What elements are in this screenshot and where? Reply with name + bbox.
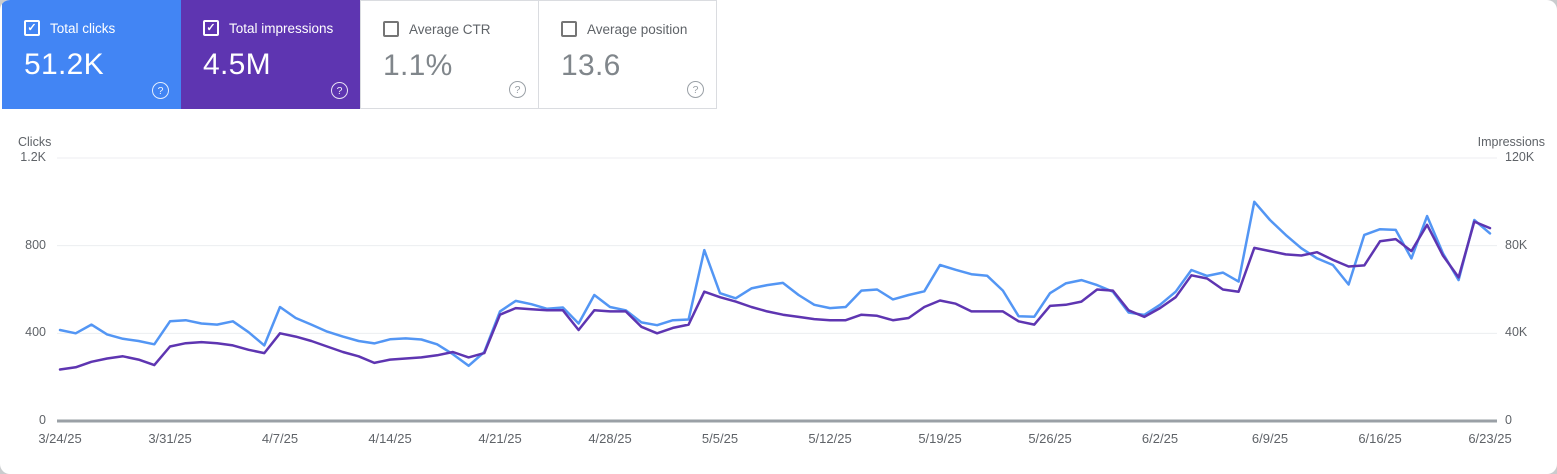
- metric-card-header: Average position: [561, 21, 702, 37]
- x-axis-date-label: 6/9/25: [1251, 431, 1289, 446]
- left-axis-title: Clicks: [18, 135, 52, 149]
- checkbox-unchecked-icon[interactable]: [561, 21, 577, 37]
- metric-card-label: Total clicks: [50, 20, 116, 36]
- left-axis-tick-label: 800: [25, 237, 46, 252]
- clicks-line: [58, 200, 1492, 368]
- metric-card-total-clicks[interactable]: ✓ Total clicks 51.2K?: [2, 0, 181, 109]
- x-axis-date-label: 6/2/25: [1141, 431, 1179, 446]
- right-axis-tick-label: 120K: [1505, 150, 1535, 164]
- metric-card-average-ctr[interactable]: Average CTR 1.1%?: [360, 0, 539, 109]
- help-icon[interactable]: ?: [509, 81, 526, 98]
- x-axis-date-label: 4/7/25: [261, 431, 299, 446]
- x-axis-date-label: 5/19/25: [918, 431, 962, 446]
- x-axis-date-label: 4/14/25: [368, 431, 412, 446]
- impressions-line: [58, 220, 1492, 371]
- metric-card-header: ✓ Total clicks: [24, 20, 167, 36]
- right-axis-title: Impressions: [1477, 135, 1545, 149]
- checkbox-checked-icon[interactable]: ✓: [203, 20, 219, 36]
- left-axis-tick-label: 400: [25, 325, 46, 340]
- metric-card-header: Average CTR: [383, 21, 524, 37]
- metric-card-value: 1.1%: [383, 49, 453, 82]
- right-axis-tick-label: 40K: [1505, 325, 1528, 340]
- left-axis-tick-label: 1.2K: [20, 150, 46, 164]
- metric-card-label: Total impressions: [229, 20, 334, 36]
- x-axis-date-label: 4/21/25: [478, 431, 522, 446]
- x-axis-date-label: 4/28/25: [588, 431, 632, 446]
- help-icon[interactable]: ?: [331, 82, 348, 99]
- left-axis-tick-label: 0: [39, 413, 46, 427]
- x-axis-date-label: 6/16/25: [1358, 431, 1402, 446]
- right-axis-tick-label: 80K: [1505, 237, 1528, 252]
- right-axis-tick-label: 0: [1505, 413, 1512, 427]
- x-axis-date-label: 6/23/25: [1468, 431, 1512, 446]
- metric-cards-row: ✓ Total clicks 51.2K? ✓ Total impressions 4.5…: [2, 0, 717, 109]
- checkbox-unchecked-icon[interactable]: [383, 21, 399, 37]
- x-axis-date-label: 5/5/25: [701, 431, 739, 446]
- metric-card-header: ✓ Total impressions: [203, 20, 346, 36]
- metric-card-value: 4.5M: [203, 48, 271, 81]
- help-icon[interactable]: ?: [687, 81, 704, 98]
- checkbox-checked-icon[interactable]: ✓: [24, 20, 40, 36]
- metric-card-label: Average position: [587, 21, 688, 37]
- x-axis-date-label: 3/24/25: [38, 431, 82, 446]
- metric-card-value: 13.6: [561, 49, 621, 82]
- metric-card-value: 51.2K: [24, 48, 104, 81]
- metric-card-label: Average CTR: [409, 21, 491, 37]
- help-icon[interactable]: ?: [152, 82, 169, 99]
- x-axis-date-label: 5/26/25: [1028, 431, 1072, 446]
- x-axis-date-label: 3/31/25: [148, 431, 192, 446]
- x-axis-date-label: 5/12/25: [808, 431, 852, 446]
- metric-card-total-impressions[interactable]: ✓ Total impressions 4.5M?: [181, 0, 360, 109]
- metric-card-average-position[interactable]: Average position 13.6?: [538, 0, 717, 109]
